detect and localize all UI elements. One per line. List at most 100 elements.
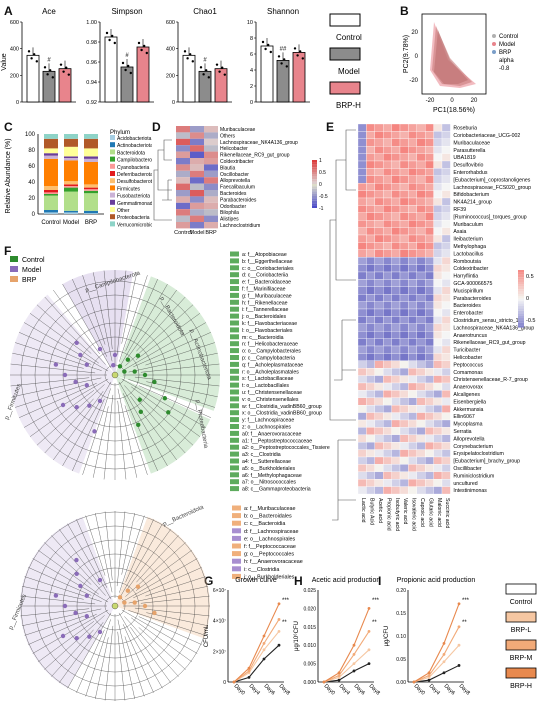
e-heatmap-cell <box>425 464 434 472</box>
e-scale-strip <box>518 306 524 309</box>
panel-d-heatmap: MuribaculaceaeOthersLachnospiraceae_NK4A… <box>153 126 328 236</box>
line-chart-series <box>233 644 280 683</box>
e-heatmap-cell <box>374 212 384 221</box>
f-legend-swatch-model <box>10 266 18 272</box>
e-heatmap-cell <box>366 449 375 458</box>
d-heatmap-cell <box>204 126 218 133</box>
e-row-label: [Eubacterium]_brachy_group <box>453 459 520 465</box>
e-heatmap-cell <box>366 131 375 139</box>
e-heatmap-cell <box>408 345 417 354</box>
e-heatmap-cell <box>366 345 375 354</box>
d-heatmap-cell <box>190 126 204 133</box>
cladogram-branch <box>136 296 186 352</box>
d-col-label: Control <box>174 230 192 236</box>
e-heatmap-cell <box>357 323 367 332</box>
e-row-label: Coriobacteriaceae_UCG-002 <box>453 133 520 139</box>
e-heatmap-cell <box>391 153 401 162</box>
f-entry-label: g: f__Muribaculaceae <box>242 293 292 299</box>
line-chart-point <box>442 653 446 656</box>
e-heatmap-cell <box>416 486 426 495</box>
e-heatmap-cell <box>433 323 443 332</box>
panel-label-i: I <box>378 574 382 588</box>
e-heatmap-cell <box>391 271 401 280</box>
e-heatmap-cell <box>357 434 367 443</box>
cladogram-node <box>132 600 137 605</box>
e-row-label: Bacteroides <box>453 303 481 309</box>
e-heatmap-cell <box>408 442 417 450</box>
panel-a-point <box>293 47 297 50</box>
c-stack-segment <box>84 213 98 214</box>
line-chart-series <box>233 603 280 683</box>
e-heatmap-cell <box>441 397 451 406</box>
panel-a-point <box>191 60 194 63</box>
d-scale-strip <box>312 188 317 192</box>
e-heatmap-cell <box>408 257 417 265</box>
cladogram-branch <box>29 313 99 364</box>
e-heatmap-cell <box>416 368 426 376</box>
e-heatmap-cell <box>441 264 451 273</box>
cladogram-branch <box>133 332 211 368</box>
e-scale-strip <box>518 313 524 316</box>
e-heatmap-cell <box>374 419 384 428</box>
e-heatmap-cell <box>408 456 417 465</box>
line-chart-point <box>247 676 251 679</box>
e-heatmap-cell <box>425 434 434 443</box>
line-chart-1: Acetic acid production 0.000 0.005 0.010 0.0… <box>293 577 381 696</box>
e-heatmap-cell <box>399 331 409 339</box>
e-heatmap-cell <box>391 308 401 317</box>
e-heatmap-cell <box>383 168 392 176</box>
e-heatmap-cell <box>391 190 401 199</box>
e-heatmap-cell <box>408 294 417 302</box>
e-col-label: Butyric Acid <box>369 498 375 525</box>
cladogram-branch <box>82 275 106 345</box>
c-legend-swatch <box>110 156 115 162</box>
e-heatmap-cell <box>391 146 401 154</box>
e-heatmap-cell <box>391 220 401 228</box>
e-heatmap-cell <box>408 419 417 428</box>
panel-a-point <box>296 54 299 57</box>
e-heatmap-cell <box>408 331 417 339</box>
e-heatmap-cell <box>366 279 375 287</box>
d-scale-tick: 1 <box>319 158 322 164</box>
e-row-label: Alloprevotella <box>453 436 484 442</box>
e-heatmap-cell <box>399 123 409 132</box>
e-heatmap-cell <box>425 212 434 221</box>
e-heatmap-cell <box>374 486 384 495</box>
e-heatmap-cell <box>416 227 426 236</box>
d-heatmap-cell <box>190 183 204 190</box>
line-chart-point <box>457 643 461 647</box>
line-chart-sig-2: ** <box>372 620 377 626</box>
e-heatmap-cell <box>408 353 417 361</box>
e-scale-strip <box>518 272 524 275</box>
cladogram-node <box>97 346 103 352</box>
line-chart-point <box>262 648 266 652</box>
e-heatmap-cell <box>366 405 375 413</box>
e-heatmap-cell <box>383 205 392 213</box>
e-heatmap-cell <box>366 175 375 184</box>
f-top-legend: Control Model BRP <box>10 256 45 284</box>
c-stack-segment <box>44 190 58 193</box>
f-entry-swatch <box>230 403 239 409</box>
cladogram-branch <box>22 608 102 626</box>
e-heatmap-cell <box>391 301 401 310</box>
cladogram-branch <box>121 322 207 372</box>
e-heatmap-cell <box>425 294 434 302</box>
e-heatmap-cell <box>374 434 384 443</box>
e-heatmap-cell <box>441 442 451 450</box>
line-chart-point <box>427 671 431 675</box>
cladogram-branch <box>118 612 163 689</box>
cladogram-node <box>74 340 79 346</box>
f-bottom-entry-swatch <box>232 543 241 549</box>
panel-a-sig-mark: # <box>203 57 207 63</box>
e-heatmap-cell <box>383 175 392 184</box>
e-heatmap-cell <box>433 442 443 450</box>
d-heatmap-cell <box>204 190 218 197</box>
panel-a-point <box>46 73 49 76</box>
e-row-label: Peptococcus <box>453 362 483 368</box>
cladogram-branch <box>145 576 206 597</box>
e-heatmap-cell <box>383 138 392 147</box>
d-scale-strip <box>312 205 317 208</box>
e-heatmap-cell <box>357 456 367 465</box>
panel-a-point <box>121 61 125 65</box>
e-heatmap-cell <box>408 138 417 147</box>
